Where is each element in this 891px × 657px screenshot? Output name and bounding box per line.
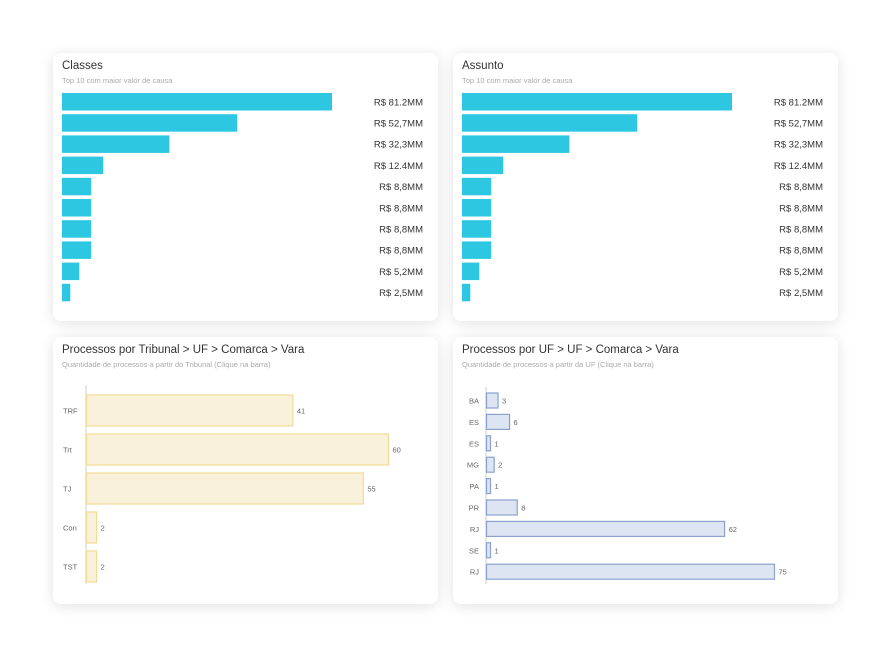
assunto-bar-7[interactable] bbox=[462, 241, 492, 259]
uf-title: Processos por UF > UF > Comarca > Vara bbox=[462, 344, 679, 356]
uf-bar-2[interactable] bbox=[485, 435, 492, 452]
classes-bar-6[interactable] bbox=[62, 220, 92, 238]
assunto-value-label-1: R$ 52,7MM bbox=[774, 118, 823, 129]
uf-value-label-2: 1 bbox=[495, 439, 499, 448]
uf-bar-0[interactable] bbox=[485, 392, 499, 409]
classes-value-label-7: R$ 8,8MM bbox=[379, 246, 423, 257]
tribunal-value-label-1: 60 bbox=[393, 446, 401, 455]
uf-value-label-4: 1 bbox=[495, 482, 499, 491]
assunto-bar-4[interactable] bbox=[462, 177, 492, 196]
tribunal-value-label-2: 55 bbox=[367, 485, 375, 494]
classes-value-label-0: R$ 81.2MM bbox=[374, 97, 423, 108]
uf-bar-8[interactable] bbox=[485, 563, 776, 580]
tribunal-category-label-1: Trt bbox=[63, 446, 73, 455]
uf-category-label-7: SE bbox=[469, 546, 479, 555]
assunto-value-label-9: R$ 2,5MM bbox=[779, 288, 823, 299]
assunto-bar-0[interactable] bbox=[462, 93, 732, 111]
uf-category-label-4: PA bbox=[470, 482, 479, 491]
tribunal-bar-1[interactable] bbox=[85, 433, 390, 466]
uf-bar-4[interactable] bbox=[485, 478, 492, 495]
tribunal-category-label-3: Con bbox=[63, 524, 77, 533]
classes-bar-9[interactable] bbox=[62, 283, 71, 302]
uf-category-label-3: MG bbox=[467, 461, 479, 470]
assunto-value-label-4: R$ 8,8MM bbox=[779, 182, 823, 193]
assunto-value-label-2: R$ 32,3MM bbox=[774, 140, 823, 151]
assunto-bar-8[interactable] bbox=[462, 262, 480, 281]
uf-bar-1[interactable] bbox=[485, 413, 511, 431]
uf-value-label-8: 75 bbox=[779, 568, 787, 577]
classes-chart: R$ 81.2MM R$ 52,7MM R$ 32,3MM R$ 12.4MM R$ 8… bbox=[62, 93, 423, 302]
tribunal-bar-0[interactable] bbox=[85, 394, 294, 427]
tribunal-chart: TRF 41 Trt 60 TJ 55 Con 2 TST 2 bbox=[63, 385, 401, 584]
tribunal-bar-2[interactable] bbox=[85, 472, 364, 505]
assunto-chart: R$ 81.2MM R$ 52,7MM R$ 32,3MM R$ 12.4MM R$ 8… bbox=[462, 93, 823, 302]
classes-value-label-2: R$ 32,3MM bbox=[374, 140, 423, 151]
uf-bar-7[interactable] bbox=[485, 542, 492, 559]
uf-category-label-6: RJ bbox=[470, 525, 479, 534]
assunto-bar-6[interactable] bbox=[462, 220, 492, 238]
assunto-card: Assunto Top 10 com maior valor de causa … bbox=[453, 53, 838, 321]
uf-value-label-1: 6 bbox=[514, 418, 518, 427]
uf-value-label-5: 8 bbox=[521, 504, 525, 513]
assunto-bar-2[interactable] bbox=[462, 135, 570, 153]
assunto-subtitle: Top 10 com maior valor de causa bbox=[462, 76, 573, 85]
classes-bar-7[interactable] bbox=[62, 241, 92, 259]
assunto-value-label-6: R$ 8,8MM bbox=[779, 224, 823, 235]
tribunal-value-label-3: 2 bbox=[101, 524, 105, 533]
tribunal-category-label-2: TJ bbox=[63, 485, 72, 494]
assunto-bar-9[interactable] bbox=[462, 283, 471, 302]
tribunal-category-label-4: TST bbox=[63, 563, 78, 572]
uf-subtitle: Quantidade de processos a partir da UF (… bbox=[462, 360, 654, 369]
tribunal-value-label-0: 41 bbox=[297, 407, 305, 416]
classes-card: Classes Top 10 com maior valor de causa … bbox=[53, 53, 438, 321]
uf-chart: BA 3 ES 6 ES 1 MG 2 PA 1 PR 8 RJ 62 SE 1 RJ 75 bbox=[467, 387, 787, 584]
uf-bar-3[interactable] bbox=[485, 456, 495, 473]
classes-bar-1[interactable] bbox=[62, 114, 238, 132]
tribunal-category-label-0: TRF bbox=[63, 407, 78, 416]
uf-category-label-0: BA bbox=[469, 397, 479, 406]
classes-value-label-8: R$ 5,2MM bbox=[379, 267, 423, 278]
uf-value-label-6: 62 bbox=[729, 525, 737, 534]
classes-bar-2[interactable] bbox=[62, 135, 170, 153]
assunto-value-label-8: R$ 5,2MM bbox=[779, 267, 823, 278]
uf-bar-6[interactable] bbox=[485, 520, 726, 537]
assunto-bar-1[interactable] bbox=[462, 114, 638, 132]
classes-bar-4[interactable] bbox=[62, 177, 92, 196]
uf-value-label-7: 1 bbox=[495, 546, 499, 555]
classes-bar-3[interactable] bbox=[62, 156, 104, 175]
uf-value-label-0: 3 bbox=[502, 397, 506, 406]
tribunal-subtitle: Quantidade de processos a partir do Trib… bbox=[62, 360, 271, 369]
classes-bar-8[interactable] bbox=[62, 262, 80, 281]
classes-value-label-5: R$ 8,8MM bbox=[379, 203, 423, 214]
assunto-value-label-5: R$ 8,8MM bbox=[779, 203, 823, 214]
assunto-bar-3[interactable] bbox=[462, 156, 504, 175]
classes-value-label-3: R$ 12.4MM bbox=[374, 161, 423, 172]
assunto-value-label-0: R$ 81.2MM bbox=[774, 97, 823, 108]
assunto-bar-5[interactable] bbox=[462, 199, 492, 217]
classes-bar-5[interactable] bbox=[62, 199, 92, 217]
tribunal-title: Processos por Tribunal > UF > Comarca > … bbox=[62, 344, 305, 356]
tribunal-value-label-4: 2 bbox=[101, 563, 105, 572]
classes-subtitle: Top 10 com maior valor de causa bbox=[62, 76, 173, 85]
tribunal-bar-3[interactable] bbox=[85, 511, 98, 544]
assunto-title: Assunto bbox=[462, 60, 504, 72]
uf-category-label-1: ES bbox=[469, 418, 479, 427]
uf-category-label-5: PR bbox=[469, 504, 480, 513]
uf-bar-5[interactable] bbox=[485, 499, 518, 516]
assunto-value-label-3: R$ 12.4MM bbox=[774, 161, 823, 172]
classes-value-label-1: R$ 52,7MM bbox=[374, 118, 423, 129]
classes-value-label-9: R$ 2,5MM bbox=[379, 288, 423, 299]
assunto-value-label-7: R$ 8,8MM bbox=[779, 246, 823, 257]
classes-title: Classes bbox=[62, 60, 103, 72]
tribunal-card: Processos por Tribunal > UF > Comarca > … bbox=[53, 337, 438, 604]
tribunal-bar-4[interactable] bbox=[85, 550, 98, 583]
uf-category-label-8: RJ bbox=[470, 568, 479, 577]
uf-category-label-2: ES bbox=[469, 439, 479, 448]
uf-card: Processos por UF > UF > Comarca > Vara Q… bbox=[453, 337, 838, 604]
classes-bar-0[interactable] bbox=[62, 93, 332, 111]
classes-value-label-6: R$ 8,8MM bbox=[379, 224, 423, 235]
classes-value-label-4: R$ 8,8MM bbox=[379, 182, 423, 193]
uf-value-label-3: 2 bbox=[498, 461, 502, 470]
